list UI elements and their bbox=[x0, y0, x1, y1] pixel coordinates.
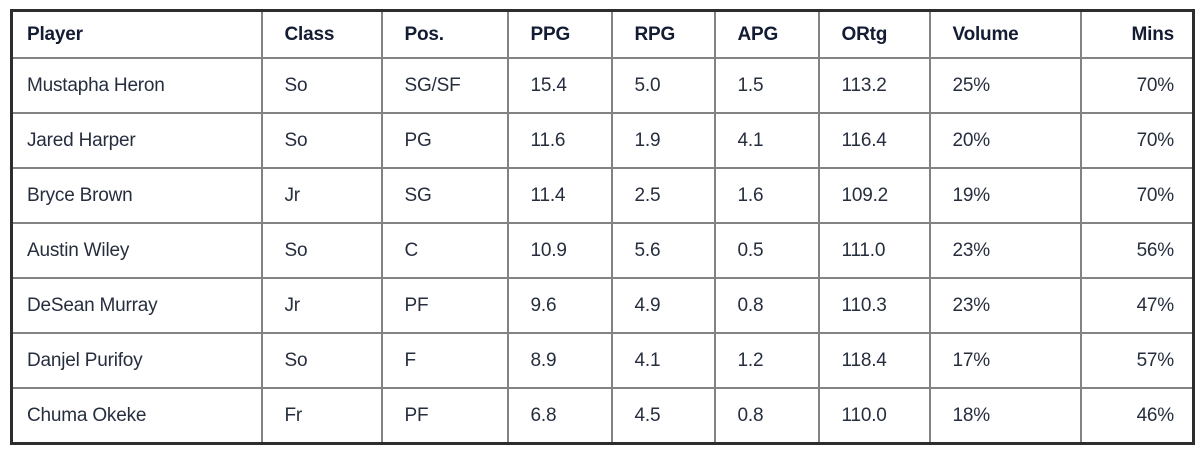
cell-volume: 23% bbox=[928, 277, 1082, 334]
cell-player-name: Chuma Okeke bbox=[10, 387, 263, 445]
cell-volume: 17% bbox=[928, 332, 1082, 389]
cell-class: Jr bbox=[260, 167, 383, 224]
cell-ortg: 118.4 bbox=[817, 332, 931, 389]
cell-mins: 56% bbox=[1079, 222, 1195, 279]
cell-ppg: 9.6 bbox=[506, 277, 613, 334]
cell-ppg: 11.4 bbox=[506, 167, 613, 224]
column-header-volume: Volume bbox=[928, 9, 1082, 59]
cell-apg: 0.5 bbox=[713, 222, 820, 279]
table-row: Mustapha Heron So SG/SF 15.4 5.0 1.5 113… bbox=[10, 57, 1195, 114]
cell-player-name: DeSean Murray bbox=[10, 277, 263, 334]
cell-class: So bbox=[260, 222, 383, 279]
cell-pos: PG bbox=[380, 112, 509, 169]
cell-rpg: 5.0 bbox=[610, 57, 716, 114]
column-header-rpg: RPG bbox=[610, 9, 716, 59]
cell-ortg: 110.0 bbox=[817, 387, 931, 445]
cell-ortg: 110.3 bbox=[817, 277, 931, 334]
cell-class: So bbox=[260, 112, 383, 169]
cell-pos: F bbox=[380, 332, 509, 389]
cell-mins: 70% bbox=[1079, 167, 1195, 224]
cell-mins: 47% bbox=[1079, 277, 1195, 334]
cell-volume: 18% bbox=[928, 387, 1082, 445]
cell-ortg: 116.4 bbox=[817, 112, 931, 169]
cell-rpg: 1.9 bbox=[610, 112, 716, 169]
cell-apg: 1.5 bbox=[713, 57, 820, 114]
cell-volume: 25% bbox=[928, 57, 1082, 114]
cell-apg: 4.1 bbox=[713, 112, 820, 169]
column-header-class: Class bbox=[260, 9, 383, 59]
cell-class: So bbox=[260, 57, 383, 114]
cell-mins: 57% bbox=[1079, 332, 1195, 389]
cell-player-name: Mustapha Heron bbox=[10, 57, 263, 114]
cell-class: Fr bbox=[260, 387, 383, 445]
table-row: Jared Harper So PG 11.6 1.9 4.1 116.4 20… bbox=[10, 112, 1195, 169]
column-header-ppg: PPG bbox=[506, 9, 613, 59]
cell-player-name: Austin Wiley bbox=[10, 222, 263, 279]
cell-ortg: 109.2 bbox=[817, 167, 931, 224]
cell-apg: 1.6 bbox=[713, 167, 820, 224]
cell-ortg: 111.0 bbox=[817, 222, 931, 279]
cell-apg: 0.8 bbox=[713, 277, 820, 334]
cell-rpg: 5.6 bbox=[610, 222, 716, 279]
cell-rpg: 2.5 bbox=[610, 167, 716, 224]
cell-rpg: 4.1 bbox=[610, 332, 716, 389]
cell-ppg: 15.4 bbox=[506, 57, 613, 114]
table-row: DeSean Murray Jr PF 9.6 4.9 0.8 110.3 23… bbox=[10, 277, 1195, 334]
cell-mins: 70% bbox=[1079, 112, 1195, 169]
cell-ppg: 6.8 bbox=[506, 387, 613, 445]
cell-volume: 19% bbox=[928, 167, 1082, 224]
cell-rpg: 4.5 bbox=[610, 387, 716, 445]
cell-rpg: 4.9 bbox=[610, 277, 716, 334]
cell-class: So bbox=[260, 332, 383, 389]
cell-volume: 23% bbox=[928, 222, 1082, 279]
column-header-player: Player bbox=[10, 9, 263, 59]
cell-ppg: 8.9 bbox=[506, 332, 613, 389]
cell-volume: 20% bbox=[928, 112, 1082, 169]
cell-pos: C bbox=[380, 222, 509, 279]
cell-player-name: Jared Harper bbox=[10, 112, 263, 169]
cell-class: Jr bbox=[260, 277, 383, 334]
header-row: Player Class Pos. PPG RPG APG ORtg Volum… bbox=[10, 9, 1195, 59]
cell-player-name: Bryce Brown bbox=[10, 167, 263, 224]
cell-pos: SG bbox=[380, 167, 509, 224]
table-row: Danjel Purifoy So F 8.9 4.1 1.2 118.4 17… bbox=[10, 332, 1195, 389]
cell-apg: 1.2 bbox=[713, 332, 820, 389]
player-stats-table: Player Class Pos. PPG RPG APG ORtg Volum… bbox=[10, 9, 1195, 445]
cell-pos: PF bbox=[380, 277, 509, 334]
cell-mins: 70% bbox=[1079, 57, 1195, 114]
column-header-ortg: ORtg bbox=[817, 9, 931, 59]
table-row: Bryce Brown Jr SG 11.4 2.5 1.6 109.2 19%… bbox=[10, 167, 1195, 224]
table-row: Chuma Okeke Fr PF 6.8 4.5 0.8 110.0 18% … bbox=[10, 387, 1195, 445]
table-row: Austin Wiley So C 10.9 5.6 0.5 111.0 23%… bbox=[10, 222, 1195, 279]
cell-ortg: 113.2 bbox=[817, 57, 931, 114]
column-header-apg: APG bbox=[713, 9, 820, 59]
cell-pos: SG/SF bbox=[380, 57, 509, 114]
cell-ppg: 10.9 bbox=[506, 222, 613, 279]
cell-player-name: Danjel Purifoy bbox=[10, 332, 263, 389]
cell-pos: PF bbox=[380, 387, 509, 445]
cell-apg: 0.8 bbox=[713, 387, 820, 445]
cell-mins: 46% bbox=[1079, 387, 1195, 445]
player-stats-table-container: Player Class Pos. PPG RPG APG ORtg Volum… bbox=[10, 9, 1195, 445]
column-header-mins: Mins bbox=[1079, 9, 1195, 59]
column-header-pos: Pos. bbox=[380, 9, 509, 59]
cell-ppg: 11.6 bbox=[506, 112, 613, 169]
